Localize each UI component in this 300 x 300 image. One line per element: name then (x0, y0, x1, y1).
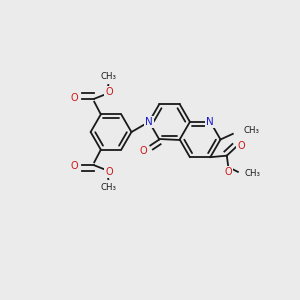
Text: CH₃: CH₃ (100, 183, 116, 192)
Text: O: O (70, 93, 78, 103)
Text: CH₃: CH₃ (100, 72, 116, 81)
Text: O: O (225, 167, 232, 177)
Text: O: O (70, 161, 78, 171)
Text: O: O (105, 167, 113, 177)
Text: CH₃: CH₃ (243, 126, 259, 135)
Text: N: N (145, 117, 153, 127)
Text: O: O (140, 146, 148, 156)
Text: CH₃: CH₃ (245, 169, 261, 178)
Text: N: N (206, 117, 214, 127)
Text: O: O (105, 88, 113, 98)
Text: O: O (237, 141, 245, 151)
